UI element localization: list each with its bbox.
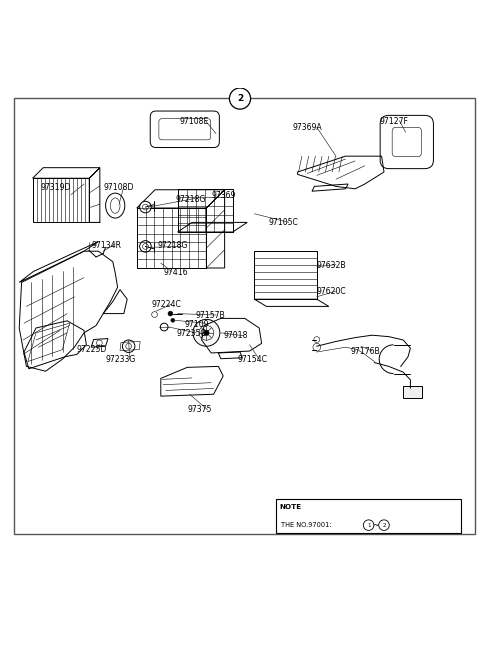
Text: 97108D: 97108D	[103, 183, 134, 192]
Text: 97632B: 97632B	[317, 261, 347, 270]
Text: 97369: 97369	[211, 192, 236, 201]
Text: THE NO.97001:: THE NO.97001:	[281, 522, 331, 528]
Circle shape	[363, 520, 374, 531]
Circle shape	[379, 520, 389, 531]
Text: 97018: 97018	[223, 331, 248, 340]
Circle shape	[168, 311, 173, 316]
Text: 1: 1	[367, 523, 371, 527]
Bar	[276, 499, 461, 533]
Text: 97233G: 97233G	[106, 355, 136, 363]
Circle shape	[140, 201, 151, 213]
Text: 97108E: 97108E	[180, 117, 209, 126]
Text: 97235C: 97235C	[176, 329, 206, 338]
Text: 2: 2	[382, 523, 386, 527]
Text: 97225D: 97225D	[77, 345, 107, 354]
Text: 97375: 97375	[187, 405, 212, 414]
Text: 97620C: 97620C	[317, 287, 347, 297]
Circle shape	[229, 88, 251, 109]
Text: 97134R: 97134R	[91, 241, 121, 250]
Text: ~: ~	[372, 521, 379, 529]
Text: 97105C: 97105C	[269, 218, 299, 227]
Text: NOTE: NOTE	[280, 504, 302, 510]
Text: 97154C: 97154C	[238, 355, 268, 363]
Text: 97218G: 97218G	[157, 241, 188, 250]
Circle shape	[140, 241, 151, 252]
Text: 97369A: 97369A	[293, 123, 323, 133]
Circle shape	[160, 323, 168, 331]
Text: 2: 2	[237, 94, 243, 103]
Text: 97109: 97109	[185, 319, 209, 329]
Circle shape	[204, 330, 209, 335]
Bar	[403, 386, 422, 398]
Text: 97218G: 97218G	[175, 195, 205, 204]
Circle shape	[171, 318, 175, 322]
Text: 97127F: 97127F	[379, 117, 408, 126]
Text: 97157B: 97157B	[196, 311, 226, 320]
Circle shape	[152, 312, 157, 318]
Circle shape	[122, 340, 135, 352]
Text: 97319D: 97319D	[41, 183, 72, 192]
Text: 97224C: 97224C	[151, 300, 181, 310]
Text: 97176B: 97176B	[350, 348, 380, 356]
Circle shape	[193, 319, 220, 346]
Text: 97416: 97416	[163, 268, 188, 277]
